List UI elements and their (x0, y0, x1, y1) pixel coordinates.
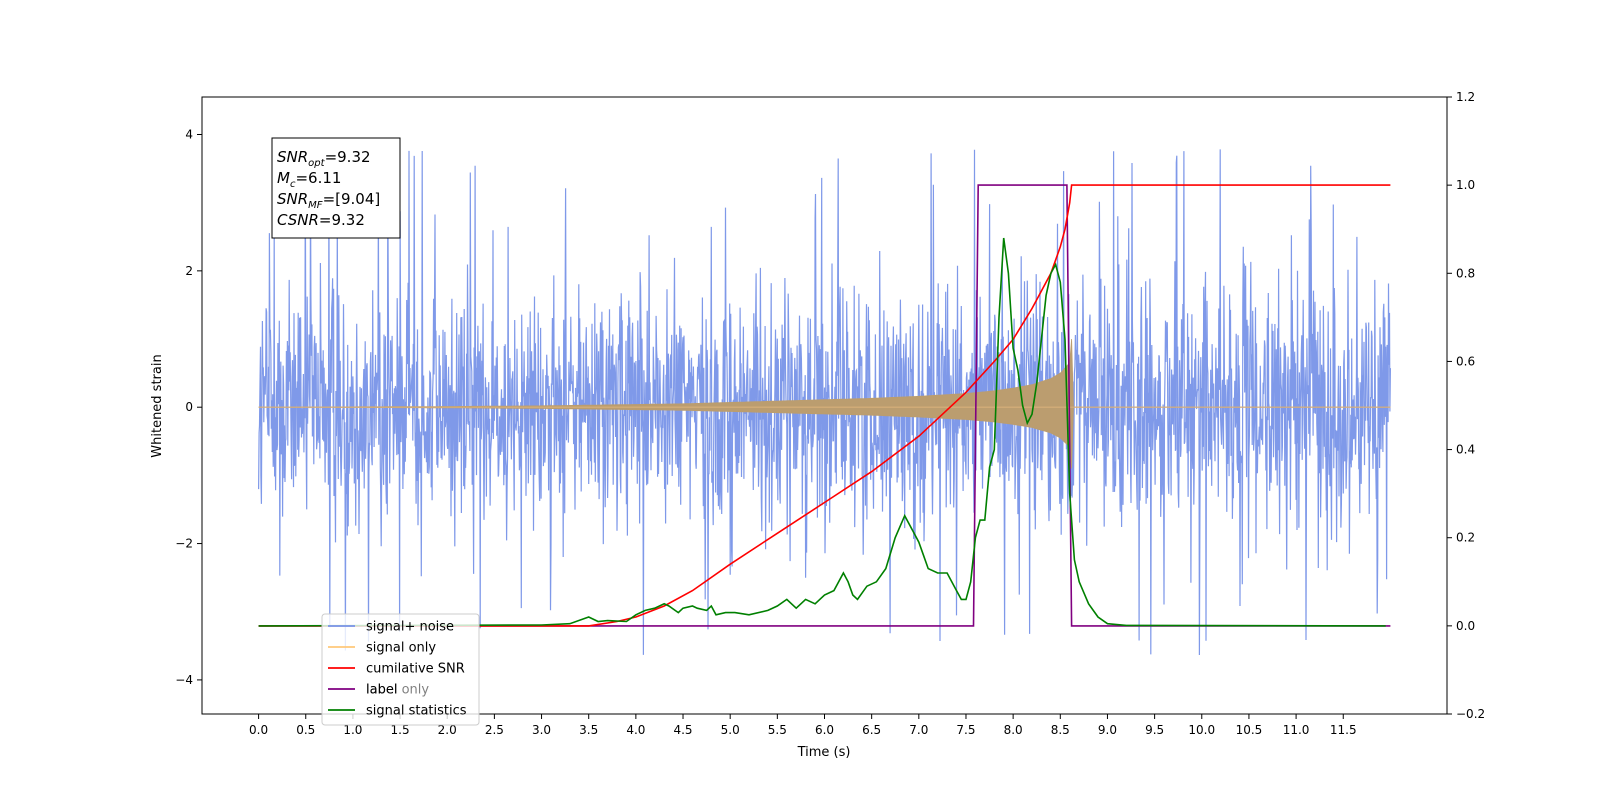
series-signal-only (258, 338, 1391, 469)
y-tick-label: 4 (185, 127, 193, 141)
annotation-line: Mc=6.11 (277, 169, 341, 190)
x-tick-label: 6.0 (815, 723, 834, 737)
x-tick-label: 11.0 (1283, 723, 1310, 737)
x-tick-label: 10.5 (1236, 723, 1263, 737)
legend-label: label only (366, 683, 429, 698)
y2-tick-label: 1.2 (1456, 90, 1475, 104)
x-tick-label: 4.0 (626, 723, 645, 737)
y-tick-label: 0 (185, 400, 193, 414)
series-cumulative-snr (258, 184, 1391, 627)
x-tick-label: 0.5 (296, 723, 315, 737)
x-tick-label: 2.0 (438, 723, 457, 737)
x-tick-label: 9.5 (1145, 723, 1164, 737)
y2-tick-label: 0.0 (1456, 619, 1475, 633)
y-axis-ticks: −4 −2 0 2 4 (175, 127, 202, 687)
y2-tick-label: 0.8 (1456, 266, 1475, 280)
legend: signal+ noise signal only cumilative SNR la… (321, 613, 480, 726)
y-tick-label: −2 (175, 537, 193, 551)
x-tick-label: 2.5 (485, 723, 504, 737)
x-tick-label: 5.5 (768, 723, 787, 737)
x-tick-label: 3.0 (532, 723, 551, 737)
x-tick-label: 5.0 (721, 723, 740, 737)
plot-area (258, 149, 1391, 656)
x-tick-label: 7.5 (956, 723, 975, 737)
y2-tick-label: 0.2 (1456, 531, 1475, 545)
x-tick-label: 6.5 (862, 723, 881, 737)
legend-entries: signal+ noise signal only cumilative SNR la… (328, 620, 467, 719)
x-axis-ticks: 0.0 0.5 1.0 1.5 2.0 2.5 3.0 3.5 4.0 4.5 5.0 5.5 6.0 6… (249, 714, 1357, 737)
x-tick-label: 1.0 (343, 723, 362, 737)
legend-label: signal statistics (366, 704, 467, 719)
annotation-frame (271, 137, 401, 239)
y-axis-label: Whitened strain (150, 354, 165, 457)
y2-tick-label: −0.2 (1456, 707, 1485, 721)
x-tick-label: 4.5 (673, 723, 692, 737)
series-signal-statistics (258, 237, 1386, 627)
x-tick-label: 1.5 (391, 723, 410, 737)
legend-label: signal+ noise (366, 620, 454, 635)
x-tick-label: 11.5 (1330, 723, 1357, 737)
annotation-line: CSNR=9.32 (277, 211, 365, 229)
x-tick-label: 10.0 (1188, 723, 1215, 737)
legend-frame (321, 613, 480, 726)
x-tick-label: 9.0 (1098, 723, 1117, 737)
y-tick-label: 2 (185, 264, 193, 278)
y2-axis-ticks: −0.2 0.0 0.2 0.4 0.6 0.8 1.0 1.2 (1447, 90, 1485, 721)
y-tick-label: −4 (175, 673, 193, 687)
x-tick-label: 0.0 (249, 723, 268, 737)
annotation-line: SNRMF=[9.04] (277, 190, 380, 211)
x-tick-label: 7.0 (909, 723, 928, 737)
x-tick-label: 8.5 (1051, 723, 1070, 737)
series-signal-noise (258, 149, 1391, 656)
x-axis-label: Time (s) (797, 745, 851, 760)
annotation-line: SNRopt=9.32 (277, 148, 371, 169)
y2-tick-label: 0.6 (1456, 354, 1475, 368)
y2-tick-label: 1.0 (1456, 178, 1475, 192)
legend-label: label (366, 683, 397, 698)
x-tick-label: 8.0 (1004, 723, 1023, 737)
y2-tick-label: 0.4 (1456, 443, 1475, 457)
x-tick-label: 3.5 (579, 723, 598, 737)
legend-label: cumilative SNR (366, 662, 465, 677)
legend-label: signal only (366, 641, 436, 656)
